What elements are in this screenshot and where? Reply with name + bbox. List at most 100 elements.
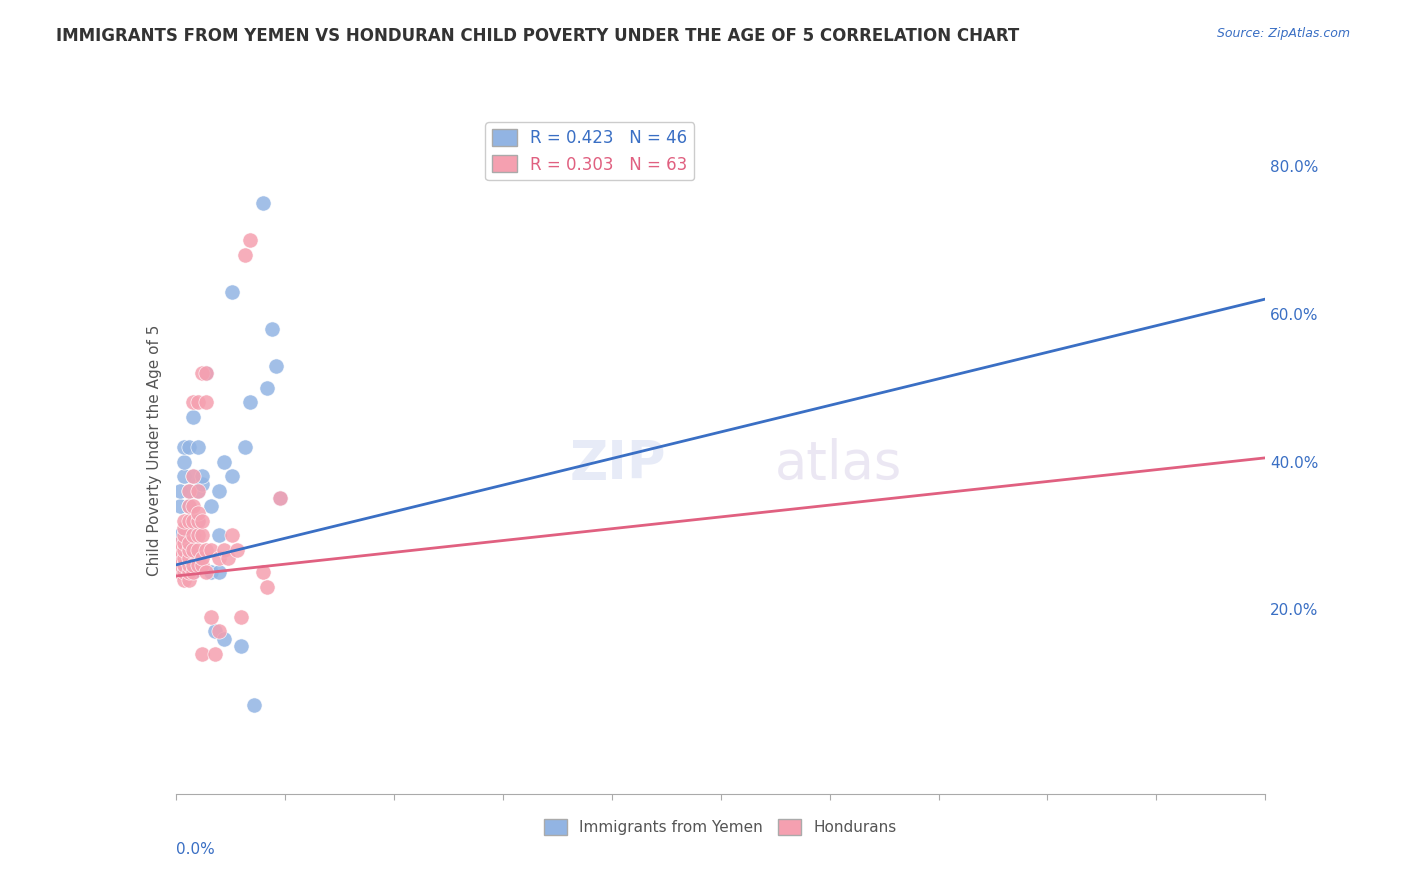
Point	[264, 359, 287, 373]
Text: ZIP: ZIP	[569, 438, 666, 491]
Point	[191, 647, 214, 661]
Point	[173, 558, 195, 572]
Point	[173, 550, 195, 565]
Point	[195, 366, 218, 380]
Point	[225, 543, 247, 558]
Point	[239, 395, 262, 409]
Point	[200, 566, 222, 580]
Y-axis label: Child Poverty Under the Age of 5: Child Poverty Under the Age of 5	[146, 325, 162, 576]
Point	[269, 491, 291, 506]
Point	[231, 639, 253, 653]
Point	[212, 632, 235, 646]
Point	[191, 476, 214, 491]
Point	[177, 499, 200, 513]
Point	[181, 528, 204, 542]
Point	[186, 506, 209, 520]
Point	[252, 196, 274, 211]
Point	[169, 499, 191, 513]
Point	[186, 484, 209, 499]
Text: 0.0%: 0.0%	[176, 842, 215, 857]
Point	[217, 550, 239, 565]
Point	[235, 440, 257, 454]
Point	[177, 499, 200, 513]
Point	[173, 573, 195, 587]
Point	[173, 454, 195, 468]
Point	[173, 521, 195, 535]
Point	[186, 528, 209, 542]
Point	[221, 469, 243, 483]
Point	[173, 535, 195, 549]
Point	[256, 381, 278, 395]
Point	[169, 550, 191, 565]
Point	[177, 558, 200, 572]
Point	[177, 484, 200, 499]
Point	[195, 543, 218, 558]
Point	[173, 514, 195, 528]
Point	[221, 528, 243, 542]
Point	[200, 543, 222, 558]
Point	[181, 410, 204, 425]
Point	[181, 469, 204, 483]
Point	[186, 440, 209, 454]
Point	[181, 543, 204, 558]
Point	[173, 566, 195, 580]
Point	[208, 484, 231, 499]
Point	[181, 558, 204, 572]
Point	[186, 550, 209, 565]
Point	[195, 395, 218, 409]
Point	[181, 566, 204, 580]
Point	[169, 528, 191, 542]
Point	[169, 484, 191, 499]
Text: atlas: atlas	[775, 438, 903, 491]
Point	[169, 543, 191, 558]
Point	[231, 609, 253, 624]
Point	[186, 514, 209, 528]
Point	[243, 698, 266, 713]
Point	[191, 366, 214, 380]
Point	[173, 543, 195, 558]
Point	[177, 566, 200, 580]
Point	[173, 528, 195, 542]
Point	[177, 566, 200, 580]
Point	[195, 366, 218, 380]
Point	[169, 566, 191, 580]
Point	[186, 484, 209, 499]
Point	[177, 543, 200, 558]
Point	[181, 395, 204, 409]
Point	[191, 469, 214, 483]
Point	[191, 558, 214, 572]
Point	[212, 543, 235, 558]
Point	[169, 535, 191, 549]
Point	[204, 647, 226, 661]
Point	[239, 233, 262, 247]
Point	[260, 321, 283, 335]
Point	[252, 566, 274, 580]
Point	[173, 440, 195, 454]
Point	[235, 248, 257, 262]
Point	[212, 454, 235, 468]
Point	[177, 550, 200, 565]
Point	[177, 535, 200, 549]
Point	[186, 395, 209, 409]
Point	[256, 580, 278, 594]
Point	[181, 528, 204, 542]
Point	[169, 550, 191, 565]
Point	[186, 558, 209, 572]
Legend: Immigrants from Yemen, Hondurans: Immigrants from Yemen, Hondurans	[538, 813, 903, 841]
Point	[173, 550, 195, 565]
Point	[169, 558, 191, 572]
Point	[191, 514, 214, 528]
Point	[221, 285, 243, 299]
Text: IMMIGRANTS FROM YEMEN VS HONDURAN CHILD POVERTY UNDER THE AGE OF 5 CORRELATION C: IMMIGRANTS FROM YEMEN VS HONDURAN CHILD …	[56, 27, 1019, 45]
Point	[186, 543, 209, 558]
Point	[208, 550, 231, 565]
Text: Source: ZipAtlas.com: Source: ZipAtlas.com	[1216, 27, 1350, 40]
Point	[269, 491, 291, 506]
Point	[208, 624, 231, 639]
Point	[177, 550, 200, 565]
Point	[181, 514, 204, 528]
Point	[200, 499, 222, 513]
Point	[191, 528, 214, 542]
Point	[208, 566, 231, 580]
Point	[177, 535, 200, 549]
